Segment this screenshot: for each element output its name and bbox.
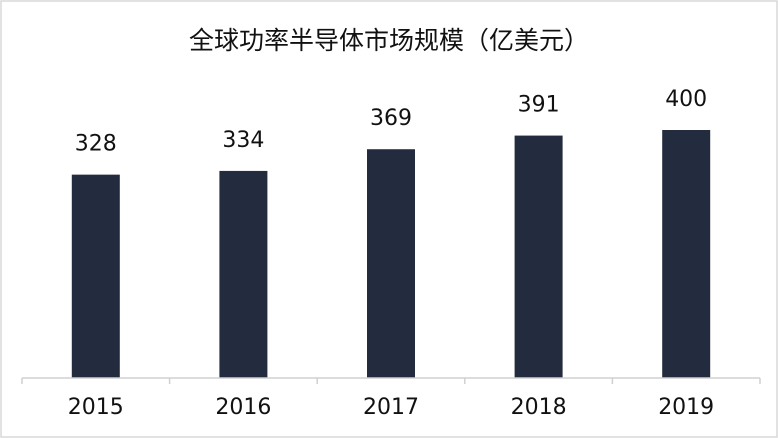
bar [514, 135, 563, 378]
data-label: 391 [518, 93, 560, 118]
bar [219, 170, 268, 378]
x-tick-label: 2018 [511, 395, 567, 420]
data-label: 328 [75, 132, 117, 157]
bar [71, 174, 120, 378]
x-tick-label: 2016 [215, 395, 271, 420]
bar [367, 149, 415, 378]
data-label: 369 [370, 106, 412, 131]
x-tick-label: 2017 [363, 395, 419, 420]
bar [662, 130, 711, 378]
chart-title: 全球功率半导体市场规模（亿美元） [189, 26, 589, 55]
data-label: 400 [665, 87, 707, 112]
data-label: 334 [222, 128, 264, 153]
x-tick-label: 2015 [68, 395, 124, 420]
x-tick-label: 2019 [658, 395, 714, 420]
